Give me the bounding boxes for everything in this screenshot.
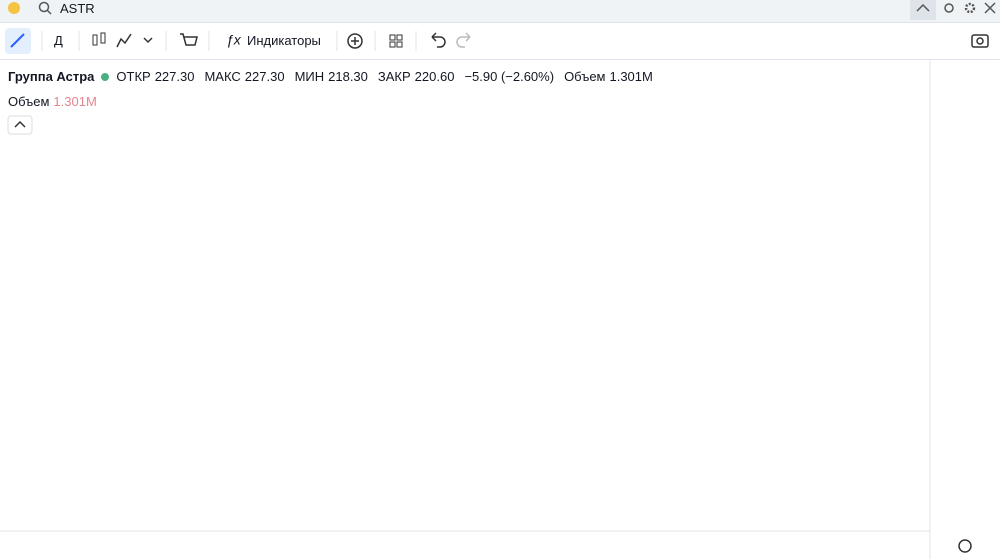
camera-lens <box>976 37 984 45</box>
collapse-button[interactable] <box>910 0 936 20</box>
low-value: 218.30 <box>328 69 368 84</box>
camera-icon[interactable] <box>971 34 989 48</box>
volume-value: 1.301M <box>53 94 97 109</box>
legend: Группа Астра ОТКР 227.30 МАКС 227.30 МИН 21… <box>8 69 653 84</box>
search-icon-handle <box>46 9 52 15</box>
close-icon <box>984 2 996 14</box>
undo-icon[interactable] <box>431 32 446 48</box>
change-value: −5.90 (−2.60%) <box>464 69 555 84</box>
top-bar: ASTR <box>0 0 1000 23</box>
layout-icon <box>396 34 403 41</box>
add-icon[interactable] <box>347 33 363 49</box>
close-label: ЗАКР <box>377 69 411 84</box>
pencil-icon <box>10 33 25 48</box>
status-dot <box>8 2 20 14</box>
layout-icon <box>389 41 396 48</box>
low-label: МИН <box>294 69 325 84</box>
collapse-pane[interactable] <box>7 115 33 135</box>
layout-icon[interactable] <box>389 34 396 41</box>
settings-icon[interactable] <box>958 539 972 553</box>
open-label: ОТКР <box>116 69 151 84</box>
settings-icon[interactable] <box>964 2 976 14</box>
volume-value: 1.301M <box>609 69 653 84</box>
chevron-icon[interactable] <box>143 37 153 44</box>
zoom-icon[interactable] <box>944 3 954 13</box>
cart-icon[interactable] <box>180 33 198 46</box>
indicators-button[interactable]: Индикаторы <box>247 33 321 48</box>
live-dot <box>101 72 110 81</box>
volume-legend: Объем 1.301M <box>8 94 97 109</box>
high-label: МАКС <box>204 69 241 84</box>
volume-label: Объем <box>564 69 606 84</box>
volume-title: Объем <box>8 94 50 109</box>
symbol-title: Группа Астра <box>8 69 95 84</box>
toolbar: ƒx Д Индикаторы <box>0 23 1000 60</box>
search-icon[interactable] <box>38 1 50 13</box>
top-icons <box>8 0 996 20</box>
search-text[interactable]: ASTR <box>60 1 95 16</box>
area-icon[interactable] <box>116 33 132 48</box>
interval-button[interactable]: Д <box>54 33 63 48</box>
close-value: 220.60 <box>414 69 455 84</box>
redo-icon[interactable] <box>456 32 471 48</box>
candles-icon <box>100 32 106 44</box>
fx-icon[interactable]: ƒx <box>226 32 242 48</box>
collapse-icon <box>916 3 930 12</box>
candles-icon[interactable] <box>92 34 98 46</box>
open-value: 227.30 <box>154 69 195 84</box>
toolbar-icons: ƒx <box>5 28 989 54</box>
collapse-pane-icon <box>14 120 26 128</box>
layout-icon <box>396 41 403 48</box>
high-value: 227.30 <box>244 69 285 84</box>
